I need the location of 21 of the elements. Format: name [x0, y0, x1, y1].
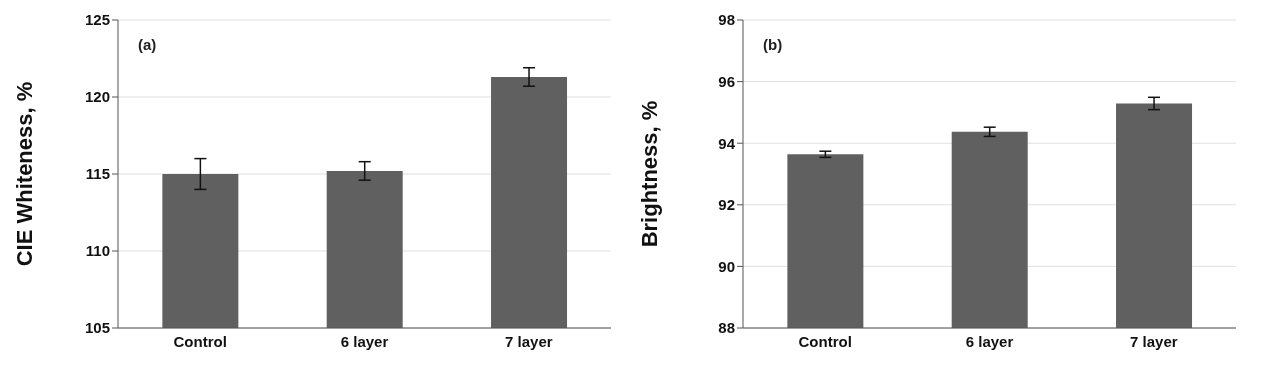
y-tick-label: 105 [84, 319, 110, 337]
y-tick-label: 92 [718, 196, 735, 214]
y-tick-label: 110 [85, 242, 110, 260]
y-tick-label: 94 [718, 134, 736, 152]
y-tick-label: 120 [84, 88, 110, 106]
y-tick-label: 98 [718, 11, 735, 29]
x-tick-label: Control [173, 332, 227, 350]
y-axis-title: Brightness, % [636, 100, 662, 248]
x-tick-label: 7 layer [1130, 332, 1178, 350]
y-tick-label: 115 [85, 165, 110, 183]
y-axis-title: CIE Whiteness, % [11, 81, 37, 267]
x-tick-label: 7 layer [505, 332, 553, 350]
y-tick-label: 88 [718, 319, 735, 337]
x-tick-label: Control [798, 332, 852, 350]
annotation: (b) [763, 36, 783, 53]
x-tick-label: 6 layer [965, 332, 1014, 350]
annotation: (a) [138, 36, 157, 53]
y-tick-label: 125 [84, 11, 110, 29]
y-tick-label: 90 [718, 257, 735, 275]
x-tick-label: 6 layer [340, 332, 389, 350]
y-tick-label: 96 [718, 72, 735, 90]
